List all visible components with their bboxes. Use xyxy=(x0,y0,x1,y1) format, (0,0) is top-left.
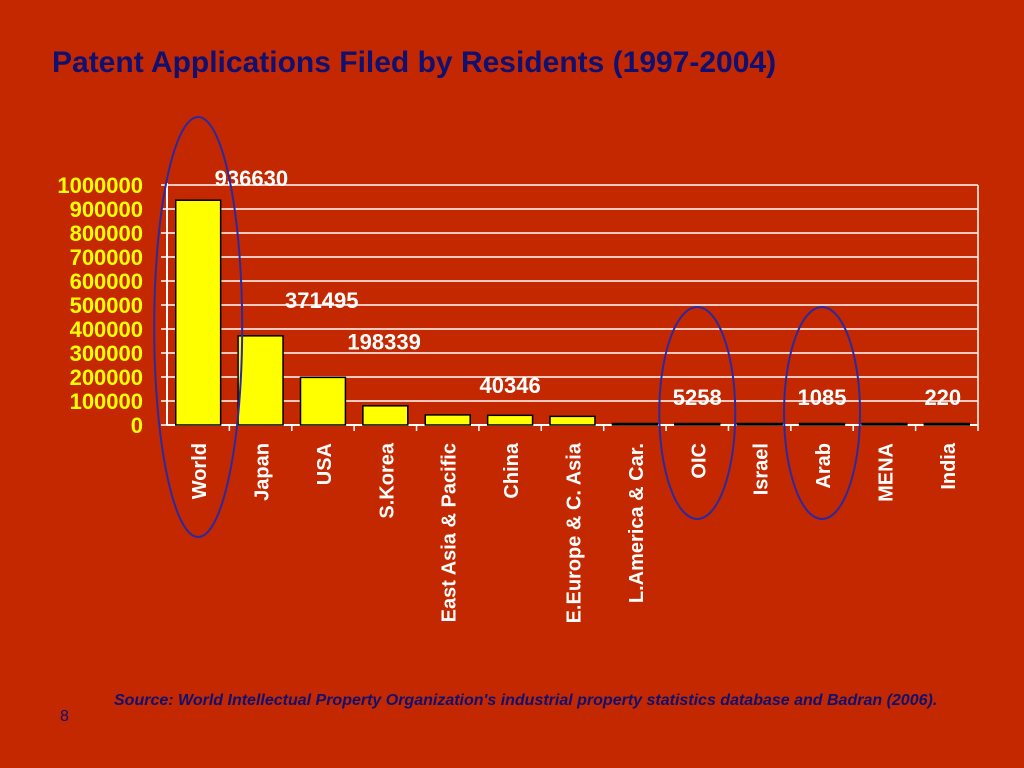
x-tick-label: East Asia & Pacific xyxy=(439,443,461,622)
bar-l-america-car- xyxy=(611,422,659,426)
y-tick-labels: 0100000200000300000400000500000600000700… xyxy=(57,173,143,438)
y-tick-label: 800000 xyxy=(70,221,143,246)
bar-world xyxy=(174,199,222,426)
x-tick-label: World xyxy=(189,443,211,499)
x-tick-label: India xyxy=(938,442,960,490)
data-label: 936630 xyxy=(215,166,288,191)
data-label: 5258 xyxy=(673,385,722,410)
data-label: 1085 xyxy=(798,385,847,410)
bar-arab xyxy=(798,422,846,426)
data-label: 198339 xyxy=(347,329,420,354)
bar-e-europe-c-asia xyxy=(549,415,596,426)
bar-oic xyxy=(674,422,721,426)
bar-usa xyxy=(299,376,347,426)
data-labels: 936630 371495 198339 40346 5258 1085 220 xyxy=(215,166,962,410)
x-tick-label: China xyxy=(501,442,523,498)
x-tick-label: MENA xyxy=(875,443,897,502)
bar-china xyxy=(486,414,534,426)
bar-east-asia-pacific xyxy=(424,414,471,426)
bar-s-korea xyxy=(362,405,409,426)
y-tick-label: 500000 xyxy=(70,293,143,318)
bar-chart: 0100000200000300000400000500000600000700… xyxy=(57,116,979,623)
data-label: 220 xyxy=(924,385,961,410)
data-label: 371495 xyxy=(285,288,358,313)
y-tick-label: 300000 xyxy=(70,341,143,366)
x-tick-label: S.Korea xyxy=(376,442,398,518)
x-tick-label: E.Europe & C. Asia xyxy=(564,442,586,623)
bar-mena xyxy=(861,422,908,426)
x-tick-label: USA xyxy=(314,443,336,485)
x-tick-label: OIC xyxy=(688,443,710,479)
bar-india xyxy=(923,422,971,426)
bar-israel xyxy=(736,422,783,426)
y-tick-label: 600000 xyxy=(70,269,143,294)
y-tick-label: 700000 xyxy=(70,245,143,270)
data-label: 40346 xyxy=(480,373,541,398)
y-tick-label: 200000 xyxy=(70,365,143,390)
x-tick-label: Japan xyxy=(252,443,274,501)
source-note: Source: World Intellectual Property Orga… xyxy=(114,692,938,709)
bar-japan xyxy=(237,335,284,426)
y-tick-label: 0 xyxy=(131,413,143,438)
highlight-circle-world xyxy=(153,116,244,538)
x-tick-label: Arab xyxy=(813,443,835,489)
highlight-circles xyxy=(153,116,862,538)
y-tick-label: 900000 xyxy=(70,197,143,222)
slide-title: Patent Applications Filed by Residents (… xyxy=(52,46,777,79)
highlight-circle-oic xyxy=(658,306,737,520)
x-tick-label: L.America & Car. xyxy=(626,443,648,603)
y-tick-label: 400000 xyxy=(70,317,143,342)
page-number: 8 xyxy=(60,708,69,725)
x-tick-label: Israel xyxy=(751,443,773,495)
highlight-circle-arab xyxy=(783,306,862,520)
y-tick-label: 100000 xyxy=(70,389,143,414)
gridlines xyxy=(167,184,978,402)
bars xyxy=(174,199,971,426)
x-tick-labels: World Japan USA S.Korea East Asia & Pacific C… xyxy=(189,442,960,623)
y-tick-label: 1000000 xyxy=(57,173,143,198)
